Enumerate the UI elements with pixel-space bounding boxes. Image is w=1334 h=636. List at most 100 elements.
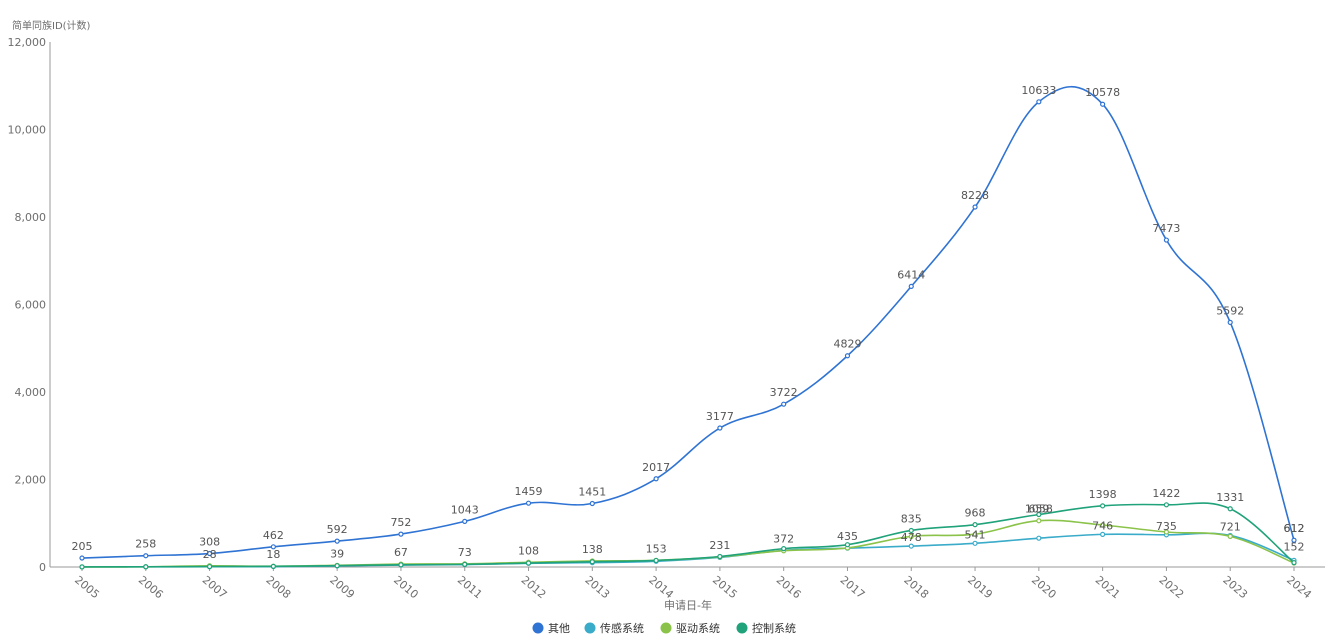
data-label: 1058 [1025,503,1053,516]
legend-label: 控制系统 [752,621,796,635]
data-label: 372 [773,533,794,546]
legend-marker [661,623,672,634]
data-point [463,519,467,523]
x-tick-label: 2016 [774,573,804,601]
data-label: 1422 [1152,487,1180,500]
data-point [1164,238,1168,242]
data-label: 735 [1156,520,1177,533]
data-point [1037,519,1041,523]
data-point [1164,503,1168,507]
data-label: 1331 [1216,491,1244,504]
data-point [1228,320,1232,324]
data-label: 108 [518,544,539,557]
data-point [845,354,849,358]
data-label: 721 [1220,520,1241,533]
data-point [271,564,275,568]
y-tick-label: 10,000 [8,124,47,137]
legend-marker [533,623,544,634]
data-label: 435 [837,530,858,543]
data-point [527,561,531,565]
y-tick-label: 2,000 [15,474,47,487]
data-point [909,544,913,548]
data-label: 746 [1092,519,1113,532]
x-tick-label: 2010 [391,573,421,601]
data-point [782,402,786,406]
data-point [909,284,913,288]
data-label: 3177 [706,410,734,423]
data-point [973,523,977,527]
x-tick-label: 2009 [327,573,357,601]
data-label: 39 [330,547,344,560]
x-tick-label: 2019 [965,573,995,601]
x-tick-label: 2006 [136,573,166,601]
x-tick-label: 2022 [1156,573,1186,601]
legend-label: 驱动系统 [676,622,720,635]
data-point [335,539,339,543]
x-tick-label: 2014 [646,573,676,601]
data-point [718,426,722,430]
x-tick-label: 2018 [901,573,931,601]
data-point [208,565,212,569]
data-point [590,560,594,564]
data-point [1228,534,1232,538]
data-point [1292,561,1296,565]
data-point [654,477,658,481]
data-point [1101,504,1105,508]
data-label: 8228 [961,189,989,202]
x-axis: 2005200620072008200920102011201220132014… [50,567,1325,601]
legend-label: 其他 [548,622,570,635]
y-tick-label: 4,000 [15,386,47,399]
data-point [1101,532,1105,536]
data-point [463,562,467,566]
y-tick-label: 8,000 [15,211,47,224]
x-tick-label: 2012 [519,573,549,601]
data-label: 73 [458,546,472,559]
data-point [1037,536,1041,540]
data-point [144,554,148,558]
x-tick-label: 2024 [1284,573,1314,601]
data-label: 231 [709,539,730,552]
data-label: 258 [135,538,156,551]
data-label: 612 [1284,522,1305,535]
y-tick-label: 12,000 [8,36,47,49]
data-label: 6414 [897,268,925,281]
x-axis-title: 申请日-年 [664,598,712,612]
data-label: 7473 [1152,222,1180,235]
y-axis: 0 2,000 4,000 6,000 8,000 10,000 12,000 [8,36,51,574]
x-tick-label: 2007 [200,573,230,601]
data-label: 4829 [833,338,861,351]
legend: 其他 传感系统 驱动系统 控制系统 [533,621,797,635]
data-label: 752 [390,516,411,529]
data-label: 1043 [451,503,479,516]
data-label: 10633 [1021,84,1056,97]
data-point [80,556,84,560]
x-tick-label: 2020 [1029,573,1059,601]
legend-label: 传感系统 [600,622,644,635]
data-point [1037,100,1041,104]
data-point [399,563,403,567]
data-point [973,205,977,209]
y-tick-label: 0 [39,561,46,574]
data-label: 2017 [642,461,670,474]
data-labels: 2052583084625927521043145914512017317737… [72,84,1305,561]
data-label: 205 [72,540,93,553]
data-point [782,547,786,551]
data-point [144,565,148,569]
data-point [399,532,403,536]
data-point [1228,507,1232,511]
data-label: 478 [901,531,922,544]
y-tick-label: 6,000 [15,299,47,312]
data-point [973,541,977,545]
data-label: 138 [582,543,603,556]
x-tick-label: 2015 [710,573,740,601]
data-label: 462 [263,529,284,542]
data-point [654,558,658,562]
data-point [1101,102,1105,106]
y-axis-title: 简单同族ID(计数) [12,19,91,32]
x-tick-label: 2021 [1093,573,1123,601]
data-label: 1459 [515,485,543,498]
data-label: 5592 [1216,304,1244,317]
x-tick-label: 2008 [263,573,293,601]
data-label: 1451 [578,486,606,499]
